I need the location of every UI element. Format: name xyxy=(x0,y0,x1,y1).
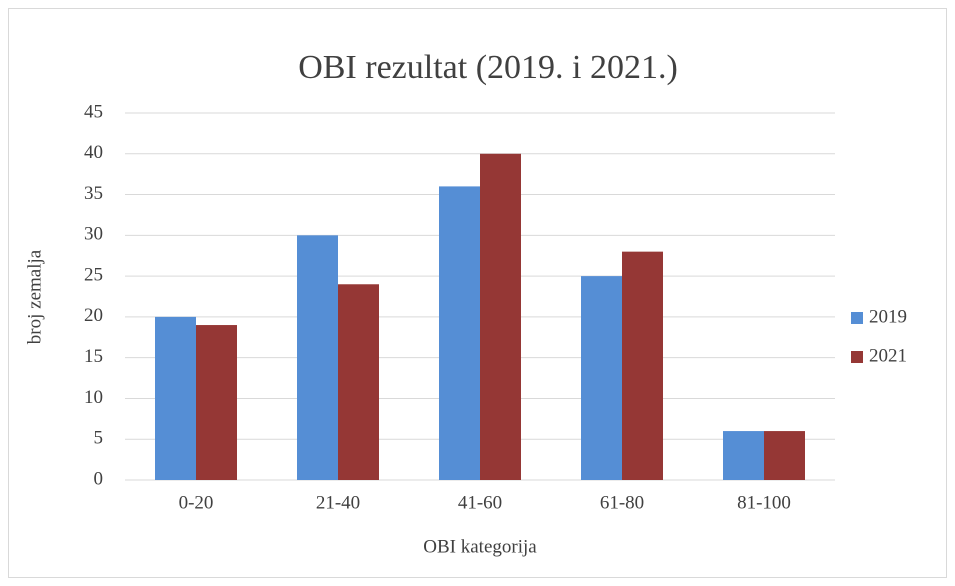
y-tick-label: 5 xyxy=(94,428,104,449)
x-tick-label: 81-100 xyxy=(737,492,791,513)
x-axis-label: OBI kategorija xyxy=(423,536,537,557)
chart-title: OBI rezultat (2019. i 2021.) xyxy=(298,49,678,86)
bar xyxy=(196,325,237,480)
y-tick-label: 10 xyxy=(84,387,103,408)
y-tick-label: 45 xyxy=(84,101,103,122)
y-tick-label: 40 xyxy=(84,142,103,163)
legend-swatch xyxy=(851,351,863,363)
bar xyxy=(297,235,338,480)
x-tick-label: 61-80 xyxy=(600,492,644,513)
x-tick-label: 41-60 xyxy=(458,492,502,513)
bar xyxy=(622,251,663,480)
x-tick-label: 0-20 xyxy=(179,492,214,513)
legend-label: 2019 xyxy=(869,306,907,327)
y-tick-label: 20 xyxy=(84,305,103,326)
bar xyxy=(723,431,764,480)
y-tick-label: 30 xyxy=(84,224,103,245)
bar xyxy=(480,153,521,480)
x-tick-label: 21-40 xyxy=(316,492,360,513)
y-tick-label: 25 xyxy=(84,264,103,285)
legend-swatch xyxy=(851,312,863,324)
bar xyxy=(338,284,379,480)
bar xyxy=(155,316,196,480)
y-tick-label: 15 xyxy=(84,346,103,367)
y-tick-label: 35 xyxy=(84,183,103,204)
bar xyxy=(764,431,805,480)
bar xyxy=(439,186,480,480)
y-tick-label: 0 xyxy=(94,468,104,489)
y-axis-label: broj zemalja xyxy=(24,249,45,344)
bar xyxy=(581,276,622,480)
legend-label: 2021 xyxy=(869,345,907,366)
